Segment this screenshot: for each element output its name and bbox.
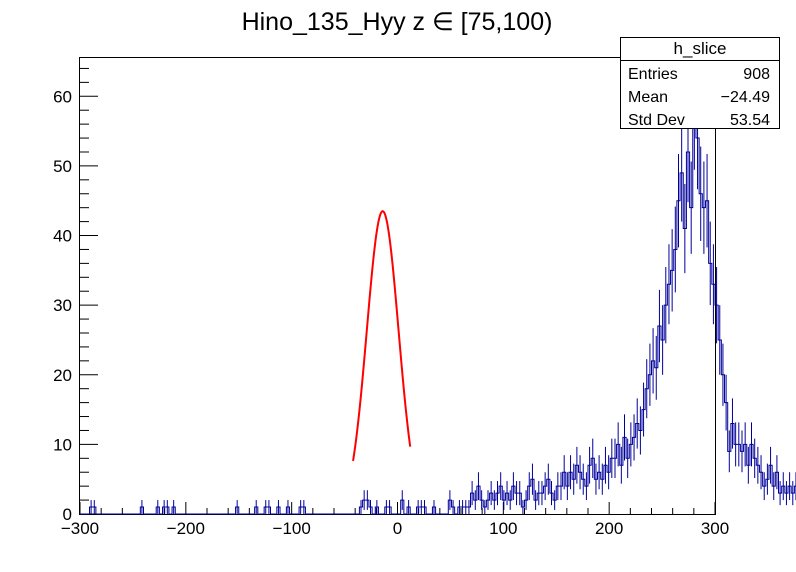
x-tick-label: −100 (273, 519, 311, 538)
x-tick-label: −200 (167, 519, 205, 538)
gaussian-fit-curve (352, 210, 412, 462)
stats-box-title: h_slice (674, 39, 727, 58)
y-tick-label: 50 (53, 157, 72, 176)
y-axis: 0 10 20 30 40 50 60 (53, 67, 98, 524)
y-tick-label: 40 (53, 227, 72, 246)
stats-box-frame (620, 37, 780, 129)
x-tick-label: −300 (61, 519, 99, 538)
stats-mean-value: −24.49 (721, 89, 770, 106)
y-tick-label: 30 (53, 296, 72, 315)
histogram-series (80, 64, 796, 515)
x-tick-label: 100 (489, 519, 517, 538)
y-tick-label: 20 (53, 366, 72, 385)
stats-mean-label: Mean (628, 89, 668, 106)
chart-title: Hino_135_Hyy z ∈ [75,100) (242, 8, 553, 36)
gaussian-fit-series (352, 210, 412, 462)
x-tick-label: 0 (393, 519, 402, 538)
stats-stddev-value: 53.54 (730, 112, 770, 129)
stats-box: h_slice Entries 908 Mean −24.49 Std Dev … (620, 37, 780, 129)
stats-stddev-label: Std Dev (628, 112, 685, 129)
x-axis: −300 −200 −100 0 100 200 300 (61, 502, 729, 538)
x-tick-label: 300 (701, 519, 729, 538)
stats-entries-label: Entries (628, 66, 678, 83)
y-tick-label: 0 (63, 505, 72, 524)
y-tick-label: 60 (53, 87, 72, 106)
x-tick-label: 200 (595, 519, 623, 538)
stats-entries-value: 908 (743, 66, 770, 83)
y-tick-label: 10 (53, 435, 72, 454)
